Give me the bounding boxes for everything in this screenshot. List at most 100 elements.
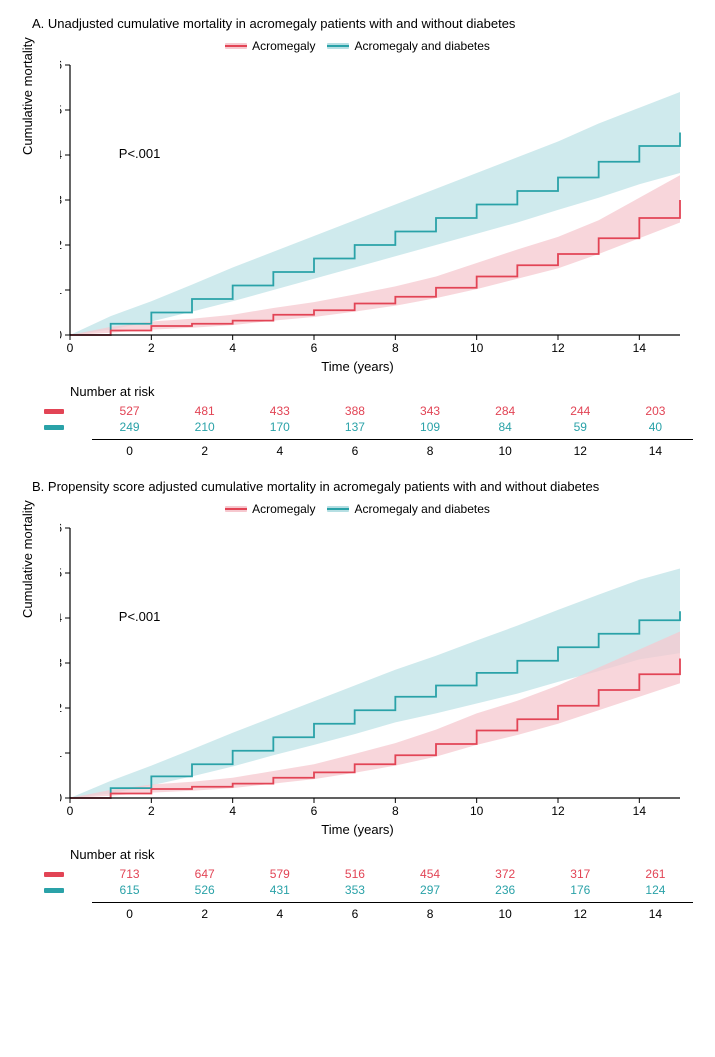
svg-text:0.2: 0.2	[60, 238, 62, 252]
risk-tick: 4	[242, 439, 317, 459]
legend-label-s1-b: Acromegaly	[252, 502, 315, 516]
svg-text:14: 14	[633, 804, 647, 818]
risk-cell: 210	[167, 419, 242, 435]
svg-text:0.1: 0.1	[60, 746, 62, 760]
pval-a: P<.001	[119, 146, 161, 161]
risk-swatch-s1	[44, 872, 64, 877]
svg-text:8: 8	[392, 341, 399, 355]
svg-text:0.6: 0.6	[60, 59, 62, 72]
risk-title-a: Number at risk	[70, 384, 703, 399]
chart-a-wrap: Cumulative mortality 0.00.10.20.30.40.50…	[60, 59, 703, 357]
risk-swatch-s1	[44, 409, 64, 414]
risk-cell: 343	[393, 403, 468, 419]
risk-tick: 0	[92, 439, 167, 459]
risk-tick: 12	[543, 902, 618, 922]
risk-cell: 454	[393, 866, 468, 882]
svg-text:12: 12	[551, 804, 565, 818]
risk-cell: 170	[242, 419, 317, 435]
swatch-s1	[225, 43, 247, 49]
risk-tick: 14	[618, 439, 693, 459]
risk-cell: 579	[242, 866, 317, 882]
svg-text:0.6: 0.6	[60, 522, 62, 535]
svg-text:10: 10	[470, 341, 484, 355]
risk-tick: 10	[468, 902, 543, 922]
legend-label-s2: Acromegaly and diabetes	[354, 39, 489, 53]
legend-item-s2-b: Acromegaly and diabetes	[327, 502, 489, 516]
svg-text:10: 10	[470, 804, 484, 818]
risk-tick: 0	[92, 902, 167, 922]
pval-b: P<.001	[119, 609, 161, 624]
risk-tick: 8	[393, 439, 468, 459]
svg-text:4: 4	[229, 804, 236, 818]
risk-tick: 14	[618, 902, 693, 922]
svg-text:0: 0	[67, 804, 74, 818]
svg-text:0.0: 0.0	[60, 328, 62, 342]
chart-b-wrap: Cumulative mortality 0.00.10.20.30.40.50…	[60, 522, 703, 820]
svg-text:0.3: 0.3	[60, 193, 62, 207]
swatch-s2	[327, 43, 349, 49]
ylabel-a: Cumulative mortality	[20, 37, 35, 155]
risk-swatch-s2	[44, 425, 64, 430]
risk-cell: 526	[167, 882, 242, 898]
legend-a: Acromegaly Acromegaly and diabetes	[12, 39, 703, 53]
risk-cell: 109	[393, 419, 468, 435]
risk-cell: 284	[468, 403, 543, 419]
swatch-s2-b	[327, 506, 349, 512]
risk-cell: 59	[543, 419, 618, 435]
panel-a-title: A. Unadjusted cumulative mortality in ac…	[32, 16, 703, 31]
risk-cell: 40	[618, 419, 693, 435]
svg-text:0.5: 0.5	[60, 103, 62, 117]
risk-cell: 244	[543, 403, 618, 419]
panel-a: A. Unadjusted cumulative mortality in ac…	[12, 16, 703, 459]
risk-cell: 615	[92, 882, 167, 898]
risk-cell: 433	[242, 403, 317, 419]
risk-cell: 516	[317, 866, 392, 882]
risk-cell: 317	[543, 866, 618, 882]
panel-b: B. Propensity score adjusted cumulative …	[12, 479, 703, 922]
risk-cell: 176	[543, 882, 618, 898]
risk-swatch-s2	[44, 888, 64, 893]
risk-cell: 124	[618, 882, 693, 898]
ylabel-b: Cumulative mortality	[20, 500, 35, 618]
risk-tick: 12	[543, 439, 618, 459]
risk-cell: 372	[468, 866, 543, 882]
svg-text:6: 6	[311, 804, 318, 818]
risk-tick: 2	[167, 439, 242, 459]
risk-cell: 431	[242, 882, 317, 898]
svg-text:0.4: 0.4	[60, 148, 62, 162]
risk-cell: 137	[317, 419, 392, 435]
risk-tick: 6	[317, 902, 392, 922]
svg-text:0.1: 0.1	[60, 283, 62, 297]
xlabel-a: Time (years)	[12, 359, 703, 374]
risk-tick: 4	[242, 902, 317, 922]
risk-title-b: Number at risk	[70, 847, 703, 862]
svg-text:12: 12	[551, 341, 565, 355]
svg-text:14: 14	[633, 341, 647, 355]
svg-text:0.4: 0.4	[60, 611, 62, 625]
risk-cell: 647	[167, 866, 242, 882]
svg-text:8: 8	[392, 804, 399, 818]
svg-text:2: 2	[148, 804, 155, 818]
chart-a: 0.00.10.20.30.40.50.602468101214	[60, 59, 686, 357]
risk-cell: 388	[317, 403, 392, 419]
svg-text:0.2: 0.2	[60, 701, 62, 715]
risk-tick: 6	[317, 439, 392, 459]
legend-item-s1-b: Acromegaly	[225, 502, 315, 516]
risk-table-a: 5274814333883432842442032492101701371098…	[44, 403, 693, 459]
risk-cell: 261	[618, 866, 693, 882]
svg-text:6: 6	[311, 341, 318, 355]
risk-cell: 713	[92, 866, 167, 882]
risk-tick: 10	[468, 439, 543, 459]
legend-item-s1: Acromegaly	[225, 39, 315, 53]
svg-text:0.5: 0.5	[60, 566, 62, 580]
svg-text:0.0: 0.0	[60, 791, 62, 805]
risk-cell: 297	[393, 882, 468, 898]
svg-text:0.3: 0.3	[60, 656, 62, 670]
risk-cell: 249	[92, 419, 167, 435]
risk-cell: 203	[618, 403, 693, 419]
svg-text:0: 0	[67, 341, 74, 355]
risk-table-b: 7136475795164543723172616155264313532972…	[44, 866, 693, 922]
risk-cell: 84	[468, 419, 543, 435]
panel-b-title: B. Propensity score adjusted cumulative …	[32, 479, 703, 494]
risk-cell: 527	[92, 403, 167, 419]
